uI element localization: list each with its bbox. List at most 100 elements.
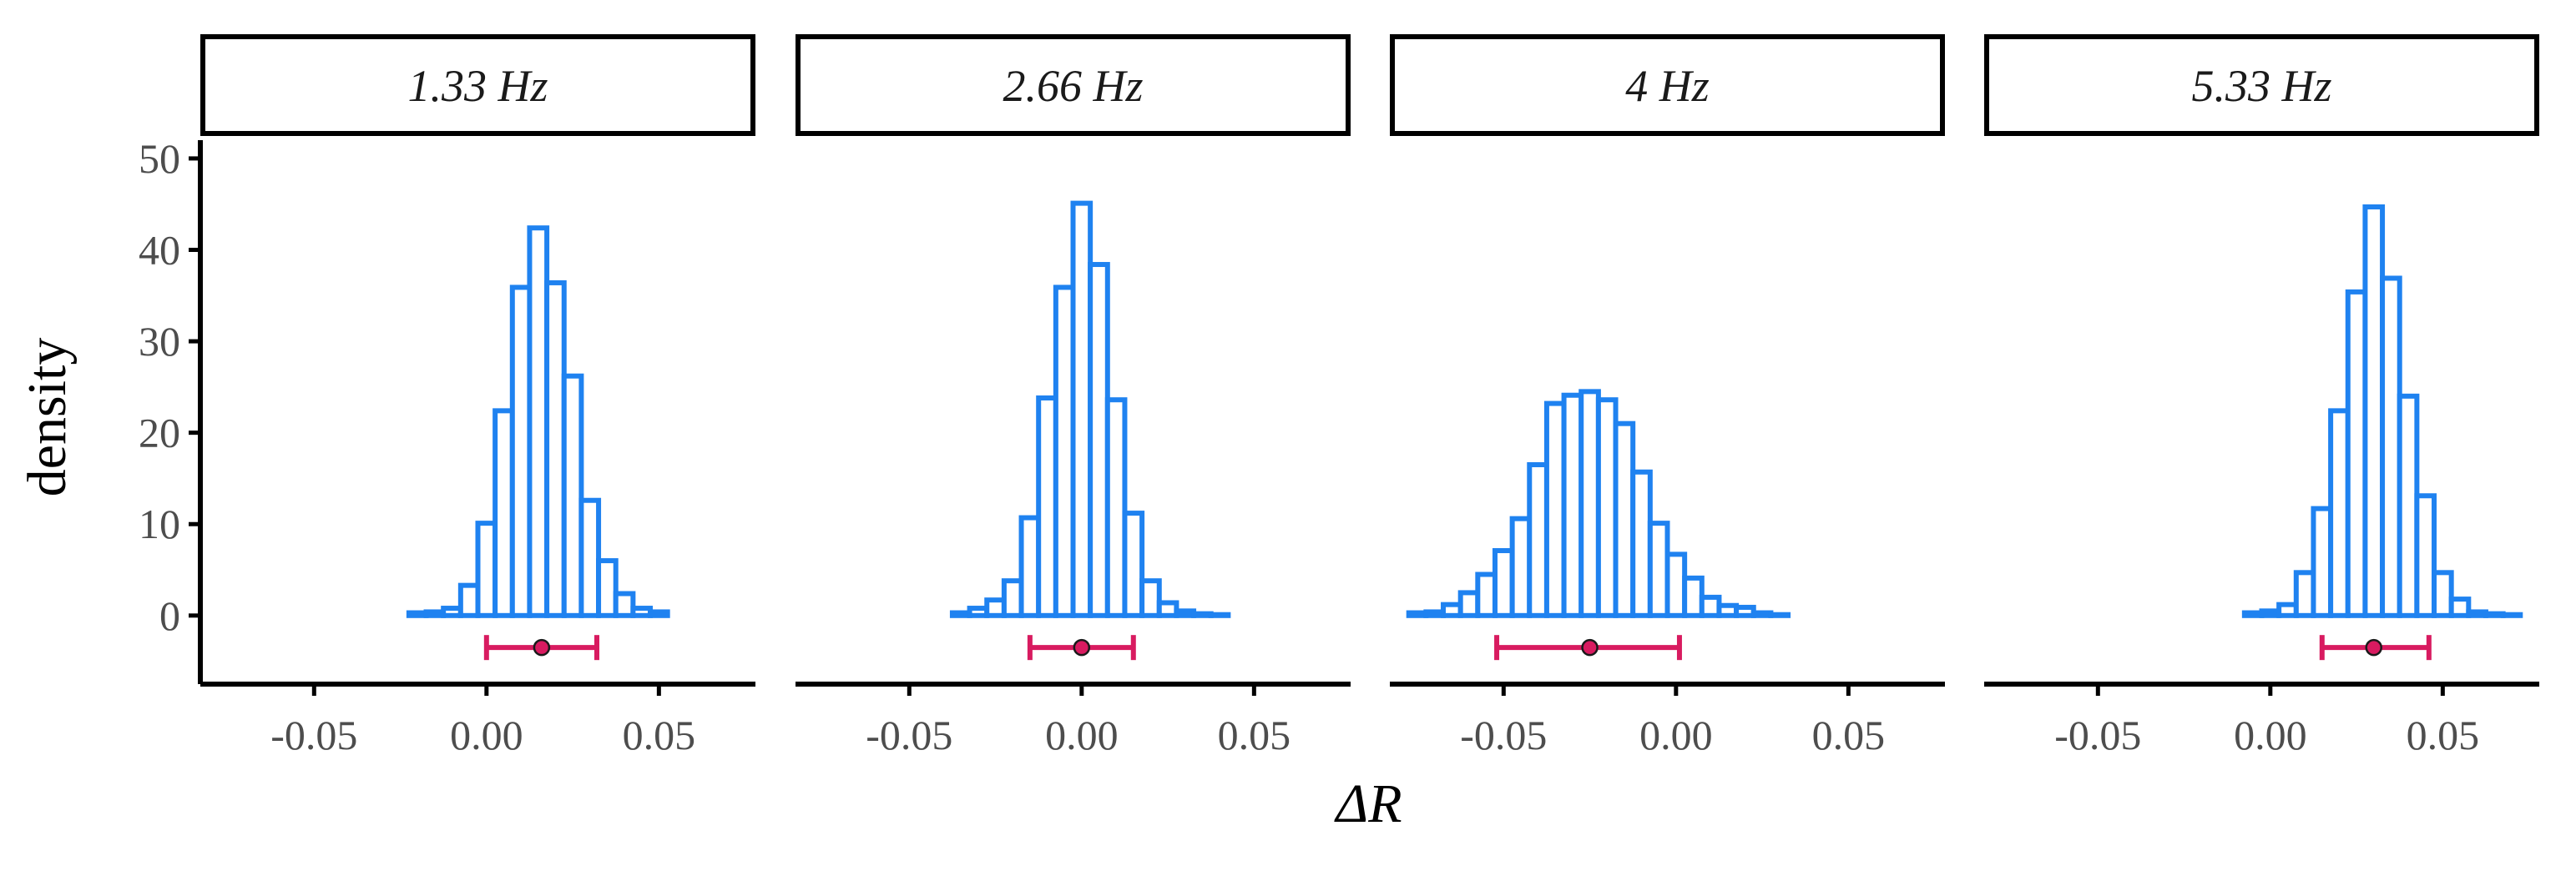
y-tick-label: 30 <box>139 318 180 365</box>
histogram-bar <box>2345 289 2368 618</box>
histogram-bar <box>1699 594 1722 618</box>
x-tick-label: 0.00 <box>1639 712 1713 758</box>
histogram-bar <box>1088 262 1110 618</box>
histogram-bar <box>578 497 602 618</box>
x-tick-label: -0.05 <box>270 712 357 758</box>
histogram-bar <box>1191 611 1214 618</box>
x-axis-title: ΔR <box>1333 773 1402 834</box>
y-axis-title: density <box>17 338 78 497</box>
x-tick-label: 0.00 <box>450 712 523 758</box>
x-tick-label: 0.00 <box>1045 712 1119 758</box>
histogram-bar <box>984 597 1007 618</box>
histogram-bar <box>406 610 429 618</box>
histogram-bar <box>1613 420 1636 618</box>
histogram-bar <box>1208 612 1231 618</box>
histogram-bar <box>1070 200 1094 618</box>
histogram-bar <box>561 373 584 618</box>
histogram-bar <box>1768 612 1791 618</box>
x-tick-label: 0.05 <box>2407 712 2480 758</box>
histogram-bar <box>1750 610 1774 618</box>
histogram-bar <box>1475 571 1498 618</box>
histogram-bar <box>949 610 972 618</box>
facet-strip <box>1390 34 1945 136</box>
point-estimate <box>2365 638 2382 657</box>
histogram-bar <box>527 225 550 618</box>
histogram-bar <box>1423 609 1447 618</box>
histogram-bar <box>1018 515 1042 618</box>
histogram-bar <box>2328 408 2351 618</box>
facet-strip <box>1984 34 2539 136</box>
histogram-bar <box>2448 597 2472 618</box>
histogram-bar <box>1682 575 1705 618</box>
histogram-bar <box>441 606 463 618</box>
histogram-bar <box>1492 548 1515 618</box>
x-tick-label: 0.05 <box>1218 712 1291 758</box>
histogram-bar <box>2293 570 2316 618</box>
histogram-bar <box>1457 590 1481 618</box>
facet-strip-label: 2.66 Hz <box>1003 61 1143 111</box>
facet-panel-4: 5.33 Hz -0.05 0.00 0.05 <box>1984 34 2539 758</box>
facet-panels: 1.33 Hz -0.05 0.00 0.05 2.66 Hz -0.05 0.00 0.05… <box>200 34 2539 758</box>
histogram-bar <box>1036 395 1058 618</box>
y-tick-label: 0 <box>159 592 180 639</box>
facet-strip-label: 5.33 Hz <box>2191 61 2331 111</box>
histogram-bar <box>423 609 447 618</box>
histogram-bar <box>509 284 533 618</box>
histogram-bar <box>1578 389 1601 618</box>
histogram-bar <box>2414 493 2437 618</box>
histogram-bar <box>1716 602 1740 618</box>
histogram-bar <box>1543 400 1567 618</box>
histogram-bar <box>475 521 498 618</box>
y-axis: 0 10 20 30 40 50 <box>139 135 203 684</box>
histogram-bar <box>1647 521 1670 618</box>
point-estimate <box>1073 638 1091 657</box>
histogram-bar <box>2259 608 2282 618</box>
y-tick-label: 50 <box>139 135 180 182</box>
facet-panel-1: 1.33 Hz -0.05 0.00 0.05 <box>200 34 755 758</box>
histogram-bar <box>544 279 567 618</box>
histogram-bar <box>630 606 654 618</box>
histogram-bar <box>1561 392 1584 618</box>
histogram-bar <box>1174 608 1197 618</box>
x-tick-label: 0.00 <box>2234 712 2307 758</box>
histogram-bar <box>1509 516 1533 618</box>
facet-strip-label: 4 Hz <box>1625 61 1710 111</box>
x-tick-label: -0.05 <box>2054 712 2141 758</box>
histogram-bar <box>2432 570 2454 618</box>
y-tick-label: 20 <box>139 410 180 456</box>
histogram-bar <box>2380 275 2402 618</box>
histogram-bar <box>596 558 619 618</box>
histogram-bar <box>1053 284 1076 618</box>
point-estimate <box>533 638 551 657</box>
histogram-bar <box>648 609 670 618</box>
histogram-bar <box>457 582 481 618</box>
facet-panel-3: 4 Hz -0.05 0.00 0.05 <box>1390 34 1945 758</box>
histogram-bar <box>1104 397 1128 618</box>
histogram-bar <box>2311 506 2334 618</box>
histogram-bar <box>2276 602 2299 618</box>
histogram-bar <box>2483 611 2506 618</box>
histogram-bar <box>1527 462 1549 618</box>
histogram-bar <box>1001 578 1024 618</box>
y-tick-label: 10 <box>139 501 180 547</box>
histogram-bar <box>2362 204 2386 618</box>
histogram-bar <box>1595 397 1619 618</box>
histogram-bar <box>967 606 990 618</box>
x-tick-label: 0.05 <box>623 712 696 758</box>
histogram-bar <box>1156 600 1179 618</box>
histogram-bar <box>1441 602 1463 618</box>
histogram-bar <box>1664 551 1688 618</box>
histogram-bar <box>1406 610 1429 618</box>
y-tick-label: 40 <box>139 226 180 273</box>
histogram-bar <box>1630 469 1653 618</box>
histogram-bar <box>2466 609 2488 618</box>
point-estimate <box>1581 638 1599 657</box>
x-tick-label: -0.05 <box>866 712 952 758</box>
histogram-bar <box>613 591 636 618</box>
facet-strip <box>200 34 755 136</box>
histogram-bar <box>1734 604 1756 618</box>
x-tick-label: 0.05 <box>1812 712 1886 758</box>
x-tick-label: -0.05 <box>1460 712 1547 758</box>
histogram-bar <box>2500 612 2523 618</box>
